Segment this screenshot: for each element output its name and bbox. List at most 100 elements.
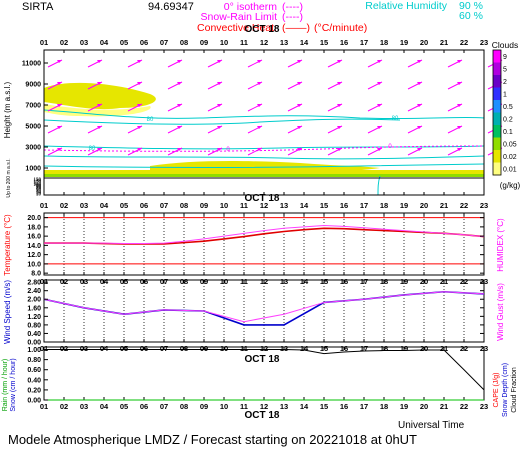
temperature-ylabel: Temperature (°C) (3, 214, 12, 276)
cloud-band (44, 170, 484, 177)
wind-arrow-head (257, 126, 262, 129)
hour-label: 02 (60, 201, 68, 210)
colorbar-frame (492, 49, 502, 176)
colorbar-level: 0.02 (503, 154, 517, 161)
top-hour-label: 19 (400, 38, 408, 47)
colorbar-swatch (493, 162, 501, 176)
site-label: SIRTA (22, 1, 54, 13)
hour-label: 20 (420, 201, 428, 210)
legend-right-value-1: 60 % (459, 10, 483, 22)
wind-arrow-head (417, 60, 422, 63)
hour-label: 21 (440, 402, 448, 411)
hour-label: 12 (260, 201, 268, 210)
y-tick-label: 2.80 (27, 280, 41, 287)
rh-contour (43, 145, 485, 150)
wind-arrow-head (217, 126, 222, 129)
hour-label: 17 (360, 402, 368, 411)
y-tick-label: 7000 (25, 103, 41, 110)
date-label: OCT 18 (244, 410, 279, 421)
y-tick-label: 0.00 (27, 398, 41, 405)
top-hour-label: 21 (440, 38, 448, 47)
hour-label: 08 (180, 402, 188, 411)
hour-label: 23 (480, 201, 488, 210)
top-hour-label: 05 (120, 38, 128, 47)
top-hour-axis: 01 02 03 04 05 06 07 08 09 10 11 12 13 14 15 16 17 18 19 20… (40, 38, 488, 47)
rh-contour (43, 109, 485, 120)
y-tick-label-small: 20 (36, 190, 42, 195)
snow-ylabel: Snow (cm / hour) (10, 358, 17, 411)
wind-arrow-head (97, 82, 102, 85)
wind-arrow-head (297, 126, 302, 129)
wind-arrow-head (377, 60, 382, 63)
colorbar-unit: (g/kg) (500, 181, 521, 190)
top-hour-label: 13 (280, 38, 288, 47)
wind-arrow-head (57, 126, 62, 129)
wind-arrow-head (137, 82, 142, 85)
wind-arrow-head (97, 104, 102, 107)
hour-label: 23 (480, 402, 488, 411)
colorbar-swatch (493, 87, 501, 101)
wind-arrow-head (217, 104, 222, 107)
wind-arrow-head (57, 60, 62, 63)
y-tick-label: 16.0 (27, 234, 41, 241)
forecast-title: Modele Atmospherique LMDZ / Forecast sta… (8, 432, 417, 447)
temperature-panel: 20.0 18.0 16.0 14.0 12.0 10.0 8.0 Temperature (… (3, 212, 505, 286)
hour-label: 15 (320, 402, 328, 411)
colorbar-title: Clouds (492, 40, 518, 50)
top-hour-label: 04 (100, 38, 109, 47)
y-tick-label-small: 100 (33, 182, 41, 187)
cloud-fraction-ylabel: Cloud Fraction (511, 367, 518, 413)
y-tick-label-small: 120 (33, 180, 41, 185)
colorbar-swatch (493, 125, 501, 138)
rain-ylabel: Rain (mm / hour) (2, 359, 9, 412)
y-tick-label: 0.80 (27, 357, 41, 364)
y-tick-label: 10.0 (27, 261, 41, 268)
wind-arrow-head (377, 82, 382, 85)
wind-arrow-head (137, 60, 142, 63)
y-tick-label: 5000 (25, 124, 41, 131)
hour-label: 16 (340, 201, 348, 210)
legend-left: 0° isotherm (----) Snow-Rain Limit (----) Co… (197, 1, 367, 34)
hour-label: 22 (460, 402, 468, 411)
hour-label: 17 (360, 201, 368, 210)
wind-arrow-head (97, 148, 102, 151)
hour-label: 11 (240, 402, 248, 411)
cloud-colorbar: Clouds 9 5 2 1 0.5 0.2 0.1 0.05 0.02 0.01 (g/kg) (492, 40, 521, 190)
wind-arrow-head (297, 148, 302, 151)
y-tick-label: 14.0 (27, 243, 41, 250)
y-tick-label-small: 130 (33, 179, 41, 184)
humidex-ylabel: HUMIDEX (°C) (496, 218, 505, 272)
series-line-1 (43, 291, 485, 323)
hour-label: 10 (220, 201, 228, 210)
wind-arrow-head (97, 60, 102, 63)
y-tick-label-small: 90 (36, 183, 42, 188)
hour-label: 11 (240, 201, 248, 210)
snow-depth-ylabel: Snow Depth (cm) (502, 363, 509, 417)
hour-label: 19 (400, 201, 408, 210)
wind-speed-ylabel: Wind Speed (m/s) (3, 280, 12, 344)
wind-arrow-head (177, 60, 182, 63)
y-tick-label: 12.0 (27, 252, 41, 259)
wind-arrow-head (57, 82, 62, 85)
colorbar-level: 2 (503, 79, 507, 86)
precipitation-panel: 1.00 0.80 0.60 0.40 0.20 0.00 Rain (mm / hour)… (2, 346, 518, 421)
y-tick-label: 1.00 (27, 347, 41, 354)
colorbar-level: 0.2 (503, 116, 513, 123)
wind-arrow-head (337, 104, 342, 107)
colorbar-level: 9 (503, 54, 507, 61)
wind-arrow-head (297, 82, 302, 85)
y-tick-label-small: 60 (36, 186, 42, 191)
top-hour-label: 22 (460, 38, 468, 47)
y-tick-label-small: 30 (36, 189, 42, 194)
wind-arrow-head (137, 126, 142, 129)
wind-arrow-head (457, 104, 462, 107)
series-line-0 (44, 349, 485, 391)
y-tick-label: 2.40 (27, 288, 41, 295)
y-tick-label: 0.40 (27, 331, 41, 338)
hour-label: 13 (280, 402, 288, 411)
y-tick-label-small: 140 (33, 178, 41, 183)
hour-label: 14 (300, 402, 309, 411)
top-hour-label: 12 (260, 38, 268, 47)
